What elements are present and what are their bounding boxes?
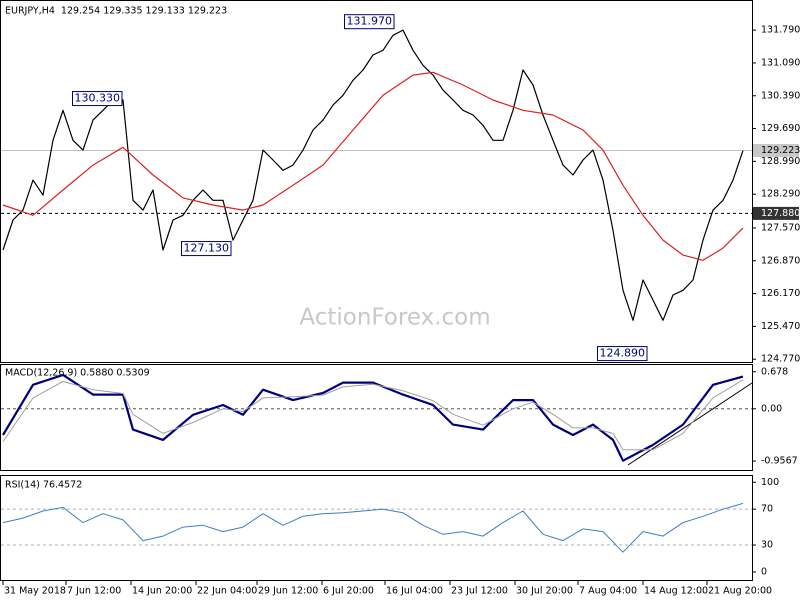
y-tick-label: -0.9567 [761,456,798,467]
series-line [2,71,744,261]
macd-pane [0,364,753,471]
pane-title: EURJPY,H4 129.254 129.335 129.133 129.22… [5,6,227,17]
y-tick-label: 0 [761,566,767,577]
y-tick-label: 0.00 [761,403,782,414]
annotation-label: 127.130 [184,242,230,255]
annotation-label: 124.890 [600,347,646,360]
x-tick-label: 14 Jun 20:00 [132,586,192,597]
pane-title: RSI(14) 76.4572 [5,480,82,491]
x-tick-label: 14 Aug 12:00 [644,586,708,597]
level-label-box [753,143,799,157]
series-line [2,379,744,451]
series-line [2,373,744,462]
annotation-box [344,14,395,30]
x-tick-label: 6 Jul 20:00 [323,586,374,597]
x-tick-label: 7 Jun 12:00 [67,586,121,597]
series-line [2,502,744,553]
y-tick-label: 127.570 [761,222,800,233]
x-tick-label: 23 Jul 12:00 [451,586,508,597]
y-tick-label: 128.290 [761,189,800,200]
x-tick-label: 16 Jul 04:00 [386,586,443,597]
y-tick-label: 130.390 [761,90,800,101]
x-tick-label: 29 Jun 12:00 [258,586,318,597]
y-tick-label: 126.170 [761,288,800,299]
level-label: 129.223 [761,145,800,156]
y-tick-label: 126.870 [761,255,800,266]
y-tick-label: 128.990 [761,156,800,167]
level-label: 127.880 [761,208,800,219]
annotation-label: 130.330 [75,92,121,105]
x-tick-label: 22 Jun 04:00 [197,586,257,597]
y-tick-label: 131.790 [761,25,800,36]
x-tick-label: 21 Aug 20:00 [708,586,772,597]
annotation-box [72,91,123,107]
x-tick-label: 30 Jul 20:00 [516,586,573,597]
annotation-box [181,241,232,257]
y-tick-label: 125.470 [761,321,800,332]
y-tick-label: 30 [761,540,773,551]
y-tick-label: 70 [761,504,773,515]
level-label-box [753,206,799,220]
trend-line [627,382,753,466]
x-tick-label: 7 Aug 04:00 [579,586,637,597]
pane-title: MACD(12,26,9) 0.5880 0.5309 [5,368,150,379]
series-line [2,29,744,321]
y-tick-label: 100 [761,477,779,488]
watermark: ActionForex.com [299,305,490,331]
y-tick-label: 131.090 [761,57,800,68]
y-tick-label: 129.690 [761,123,800,134]
y-tick-label: 0.678 [761,366,788,377]
annotation-box [597,346,648,362]
annotation-label: 131.970 [347,15,393,28]
x-tick-label: 31 May 2018 [4,586,66,597]
rsi-pane [0,475,753,581]
y-tick-label: 124.770 [761,354,800,365]
